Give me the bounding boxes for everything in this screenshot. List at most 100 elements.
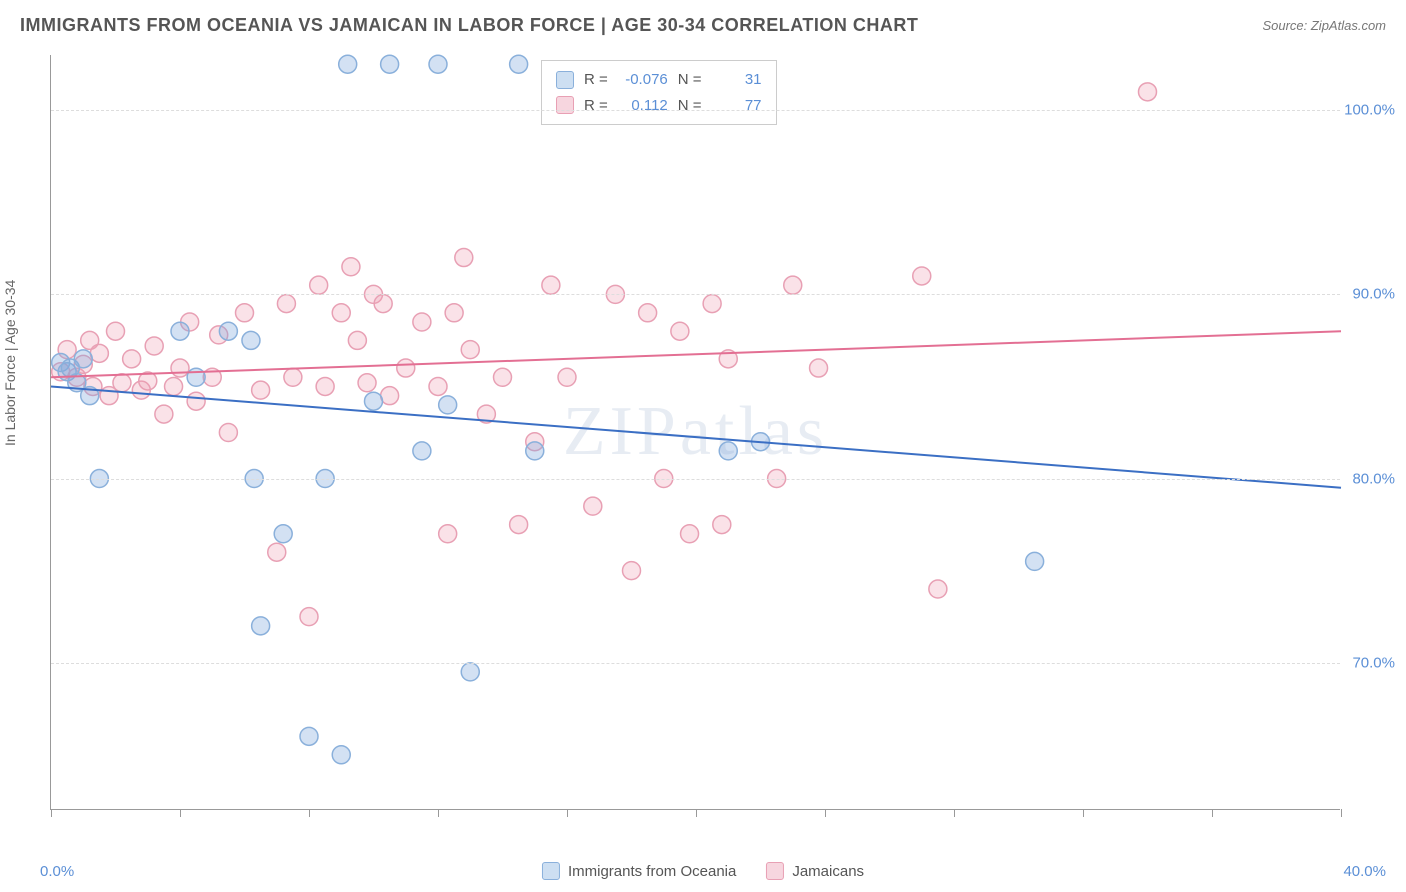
scatter-point — [342, 258, 360, 276]
scatter-point — [542, 276, 560, 294]
stat-n-label-1: N = — [678, 67, 702, 93]
scatter-point — [461, 663, 479, 681]
scatter-point — [219, 322, 237, 340]
scatter-point — [107, 322, 125, 340]
scatter-point — [300, 727, 318, 745]
y-tick-label: 80.0% — [1352, 470, 1395, 487]
y-tick-label: 90.0% — [1352, 286, 1395, 303]
y-tick-label: 100.0% — [1344, 102, 1395, 119]
legend-label-series2: Jamaicans — [792, 863, 864, 880]
chart-title: IMMIGRANTS FROM OCEANIA VS JAMAICAN IN L… — [20, 15, 918, 36]
stat-r-val-2: 0.112 — [618, 93, 668, 119]
scatter-point — [623, 562, 641, 580]
scatter-point — [252, 617, 270, 635]
scatter-point — [713, 516, 731, 534]
scatter-point — [316, 377, 334, 395]
scatter-point — [413, 442, 431, 460]
x-tick — [825, 809, 826, 817]
x-tick — [1341, 809, 1342, 817]
stat-n-label-2: N = — [678, 93, 702, 119]
x-tick — [180, 809, 181, 817]
scatter-point — [461, 341, 479, 359]
stats-row-series1: R = -0.076 N = 31 — [556, 67, 762, 93]
scatter-point — [268, 543, 286, 561]
scatter-point — [929, 580, 947, 598]
y-tick-label: 70.0% — [1352, 654, 1395, 671]
legend-swatch-series1 — [542, 862, 560, 880]
stat-r-label-2: R = — [584, 93, 608, 119]
x-tick — [51, 809, 52, 817]
legend-swatch-series2 — [766, 862, 784, 880]
x-tick — [1083, 809, 1084, 817]
scatter-point — [510, 516, 528, 534]
scatter-point — [913, 267, 931, 285]
stat-r-label-1: R = — [584, 67, 608, 93]
scatter-point — [429, 377, 447, 395]
scatter-point — [74, 350, 92, 368]
scatter-point — [358, 374, 376, 392]
scatter-point — [526, 442, 544, 460]
scatter-point — [374, 295, 392, 313]
scatter-point — [165, 377, 183, 395]
stats-legend-box: R = -0.076 N = 31 R = 0.112 N = 77 — [541, 60, 777, 125]
plot-area: ZIPatlas R = -0.076 N = 31 R = 0.112 N =… — [50, 55, 1340, 810]
scatter-point — [277, 295, 295, 313]
bottom-legend: Immigrants from Oceania Jamaicans — [542, 862, 864, 880]
legend-item-series2: Jamaicans — [766, 862, 864, 880]
scatter-point — [455, 249, 473, 267]
scatter-point — [145, 337, 163, 355]
source-label: Source: ZipAtlas.com — [1262, 18, 1386, 33]
x-tick — [1212, 809, 1213, 817]
stat-n-val-1: 31 — [712, 67, 762, 93]
stat-n-val-2: 77 — [712, 93, 762, 119]
scatter-point — [719, 442, 737, 460]
scatter-point — [123, 350, 141, 368]
stat-r-val-1: -0.076 — [618, 67, 668, 93]
x-tick — [567, 809, 568, 817]
scatter-point — [332, 746, 350, 764]
legend-item-series1: Immigrants from Oceania — [542, 862, 736, 880]
y-axis-title: In Labor Force | Age 30-34 — [2, 280, 18, 446]
scatter-point — [681, 525, 699, 543]
x-axis-min-label: 0.0% — [40, 863, 74, 880]
scatter-point — [584, 497, 602, 515]
grid-line — [51, 663, 1340, 664]
stats-row-series2: R = 0.112 N = 77 — [556, 93, 762, 119]
scatter-point — [381, 387, 399, 405]
scatter-point — [300, 608, 318, 626]
scatter-point — [252, 381, 270, 399]
scatter-point — [439, 396, 457, 414]
scatter-point — [639, 304, 657, 322]
scatter-point — [413, 313, 431, 331]
scatter-point — [274, 525, 292, 543]
scatter-point — [284, 368, 302, 386]
scatter-point — [397, 359, 415, 377]
chart-svg — [51, 55, 1340, 809]
scatter-point — [348, 331, 366, 349]
scatter-point — [429, 55, 447, 73]
scatter-point — [381, 55, 399, 73]
scatter-point — [187, 392, 205, 410]
scatter-point — [155, 405, 173, 423]
grid-line — [51, 479, 1340, 480]
scatter-point — [113, 374, 131, 392]
scatter-point — [784, 276, 802, 294]
swatch-series2 — [556, 96, 574, 114]
scatter-point — [439, 525, 457, 543]
scatter-point — [810, 359, 828, 377]
swatch-series1 — [556, 71, 574, 89]
scatter-point — [242, 331, 260, 349]
scatter-point — [1026, 552, 1044, 570]
scatter-point — [310, 276, 328, 294]
scatter-point — [332, 304, 350, 322]
scatter-point — [671, 322, 689, 340]
scatter-point — [494, 368, 512, 386]
x-tick — [954, 809, 955, 817]
grid-line — [51, 294, 1340, 295]
scatter-point — [171, 322, 189, 340]
scatter-point — [339, 55, 357, 73]
scatter-point — [445, 304, 463, 322]
grid-line — [51, 110, 1340, 111]
scatter-point — [510, 55, 528, 73]
legend-label-series1: Immigrants from Oceania — [568, 863, 736, 880]
